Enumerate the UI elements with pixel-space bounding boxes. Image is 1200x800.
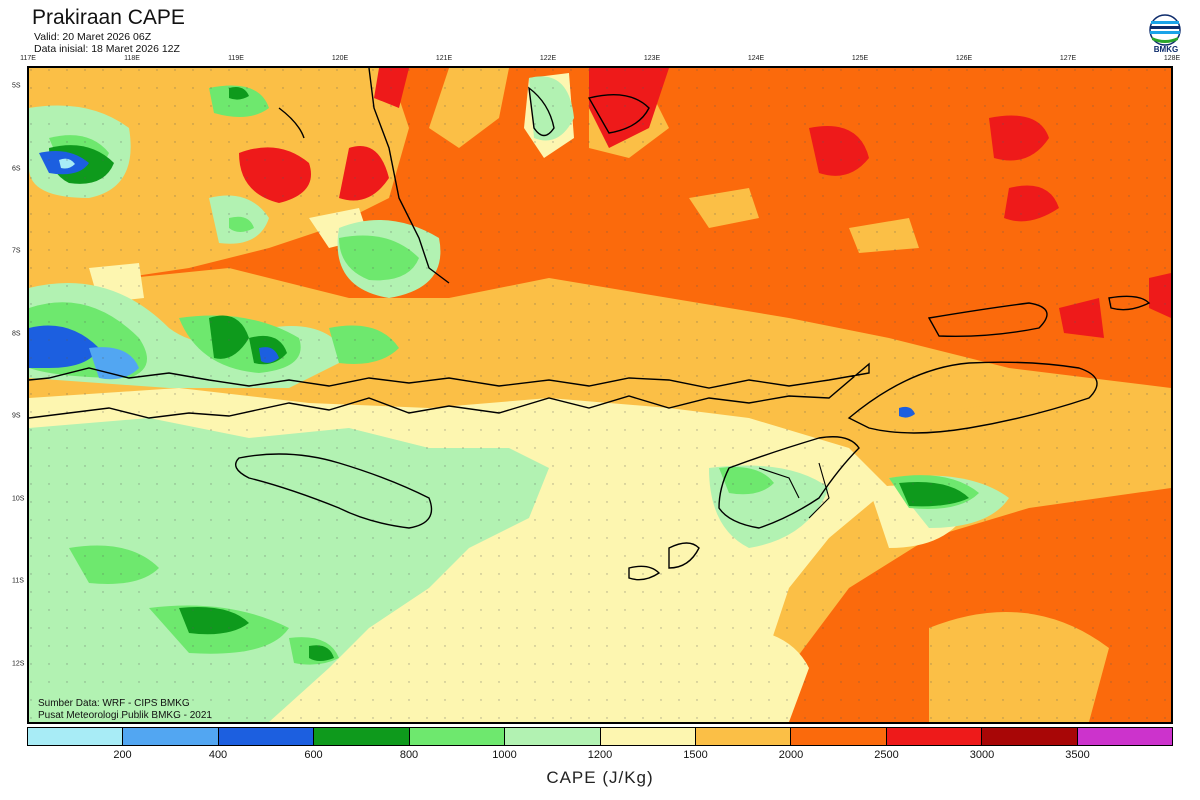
- lat-tick-9S: 9S: [12, 412, 21, 420]
- lon-tick-125E: 125E: [851, 55, 869, 62]
- lon-tick-117E: 117E: [20, 55, 36, 62]
- colorbar-segment-3: [314, 728, 410, 745]
- logo-label: BMKG: [1153, 45, 1179, 54]
- colorbar-segment-4: [409, 728, 506, 745]
- colorbar-segment-5: [505, 728, 601, 745]
- colorbar-label-2000: 2000: [778, 749, 804, 761]
- colorbar-segment-10: [982, 728, 1078, 745]
- colorbar-label-3000: 3000: [969, 749, 995, 761]
- colorbar-label-800: 800: [399, 749, 419, 761]
- lon-tick-128E: 128E: [1163, 55, 1181, 62]
- lon-tick-118E: 118E: [124, 55, 140, 62]
- credit-org: Pusat Meteorologi Publik BMKG - 2021: [38, 710, 212, 721]
- colorbar-label-1000: 1000: [492, 749, 517, 761]
- lon-tick-121E: 121E: [435, 55, 453, 62]
- lat-tick-7S: 7S: [12, 247, 21, 255]
- colorbar-label-2500: 2500: [874, 749, 899, 761]
- lat-tick-6S: 6S: [12, 165, 21, 172]
- colorbar-label-3500: 3500: [1065, 749, 1090, 761]
- init-time: Data inisial: 18 Maret 2026 12Z: [34, 43, 180, 55]
- lat-tick-10S: 10S: [12, 495, 25, 502]
- lon-tick-122E: 122E: [539, 55, 557, 62]
- colorbar-segment-1: [123, 728, 219, 745]
- lon-tick-126E: 126E: [955, 55, 973, 62]
- lon-tick-127E: 127E: [1059, 55, 1077, 62]
- colorbar-label-1500: 1500: [683, 749, 708, 761]
- colorbar-segment-9: [886, 728, 983, 745]
- bmkg-logo: [1149, 14, 1181, 46]
- grid-dots: [29, 68, 1171, 722]
- lon-tick-119E: 119E: [228, 55, 244, 62]
- coastlines: [29, 68, 1151, 581]
- lat-tick-11S: 11S: [12, 577, 24, 585]
- borders: [758, 462, 830, 519]
- colorbar-segment-2: [218, 728, 315, 745]
- colorbar-title: CAPE (J/Kg): [546, 768, 654, 787]
- lon-tick-123E: 123E: [643, 55, 661, 62]
- colorbar-label-600: 600: [304, 749, 323, 761]
- credit-source: Sumber Data: WRF - CIPS BMKG: [38, 698, 190, 709]
- valid-time: Valid: 20 Maret 2026 06Z: [34, 31, 152, 43]
- colorbar-segment-8: [791, 728, 887, 745]
- colorbar-label-400: 400: [208, 749, 228, 761]
- map-title: Prakiraan CAPE: [32, 6, 185, 29]
- lat-tick-12S: 12S: [12, 660, 25, 667]
- colorbar-segment-7: [695, 728, 792, 745]
- colorbar: [27, 727, 1173, 746]
- colorbar-segment-0: [28, 728, 124, 745]
- lat-tick-8S: 8S: [12, 330, 21, 337]
- cape-map: [27, 66, 1173, 724]
- colorbar-segment-6: [600, 728, 696, 745]
- lon-tick-120E: 120E: [331, 55, 349, 62]
- lon-tick-124E: 124E: [747, 55, 765, 62]
- colorbar-label-1200: 1200: [587, 749, 613, 761]
- colorbar-segment-11: [1077, 728, 1173, 745]
- colorbar-label-200: 200: [113, 749, 132, 761]
- lat-tick-5S: 5S: [12, 82, 21, 90]
- cape-field: [29, 68, 1171, 722]
